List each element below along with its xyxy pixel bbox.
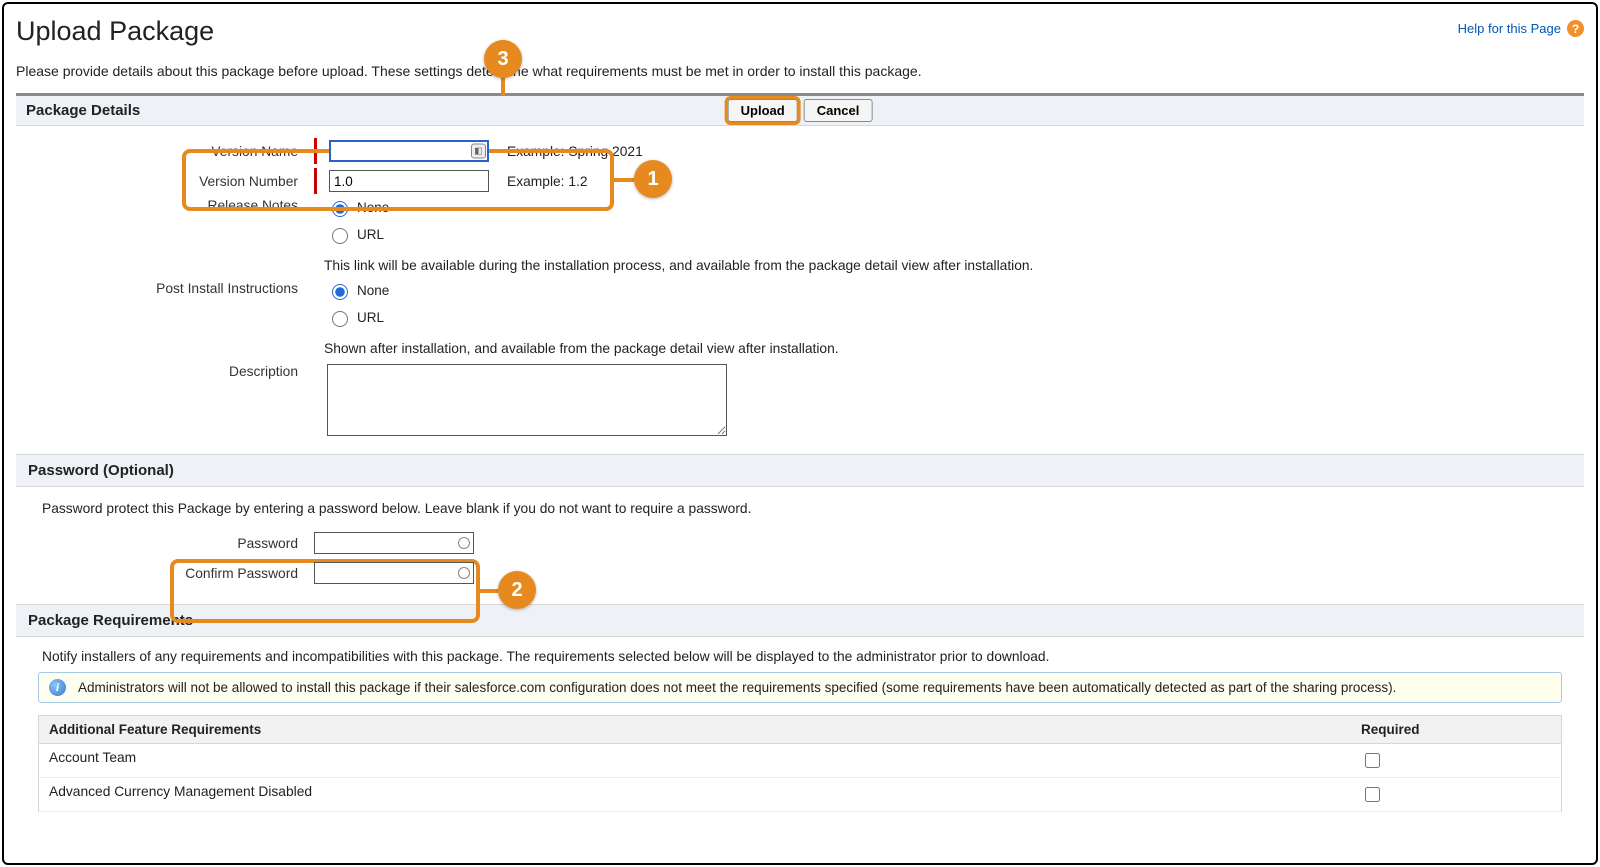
description-textarea[interactable] xyxy=(327,364,727,436)
version-number-input[interactable] xyxy=(329,170,489,192)
post-install-help: Shown after installation, and available … xyxy=(324,331,1566,360)
confirm-password-label: Confirm Password xyxy=(34,566,304,581)
key-icon xyxy=(458,567,470,579)
col-feature: Additional Feature Requirements xyxy=(39,716,1351,743)
required-checkbox[interactable] xyxy=(1365,787,1380,802)
page-intro: Please provide details about this packag… xyxy=(16,63,1584,79)
password-label: Password xyxy=(34,536,304,551)
post-install-none-radio[interactable] xyxy=(332,284,348,300)
info-text: Administrators will not be allowed to in… xyxy=(78,680,1396,695)
post-install-url-radio[interactable] xyxy=(332,311,348,327)
release-notes-none-label: None xyxy=(357,200,389,215)
table-row: Account Team xyxy=(39,744,1561,778)
release-notes-help: This link will be available during the i… xyxy=(324,248,1566,277)
lookup-icon[interactable]: ◧ xyxy=(471,144,486,159)
password-input[interactable] xyxy=(314,532,474,554)
version-name-input[interactable] xyxy=(329,140,489,162)
feature-cell: Account Team xyxy=(39,744,1351,777)
table-row: Advanced Currency Management Disabled xyxy=(39,778,1561,812)
description-label: Description xyxy=(34,364,304,379)
post-install-url-label: URL xyxy=(357,310,384,325)
version-number-label: Version Number xyxy=(34,174,304,189)
col-required: Required xyxy=(1351,716,1561,743)
section-package-details: Package Details Upload Cancel xyxy=(16,96,1584,126)
section-password: Password (Optional) xyxy=(16,454,1584,487)
post-install-none-label: None xyxy=(357,283,389,298)
upload-button[interactable]: Upload xyxy=(728,99,798,122)
requirements-intro: Notify installers of any requirements an… xyxy=(16,637,1584,672)
required-indicator xyxy=(314,168,317,194)
release-notes-label: Release Notes xyxy=(34,198,304,213)
required-checkbox[interactable] xyxy=(1365,753,1380,768)
key-icon xyxy=(458,537,470,549)
version-name-example: Example: Spring 2021 xyxy=(507,144,643,159)
release-notes-url-radio[interactable] xyxy=(332,228,348,244)
confirm-password-input[interactable] xyxy=(314,562,474,584)
post-install-label: Post Install Instructions xyxy=(34,281,304,296)
version-name-label: Version Name xyxy=(34,144,304,159)
release-notes-none-radio[interactable] xyxy=(332,201,348,217)
help-for-page-link[interactable]: Help for this Page xyxy=(1458,21,1561,36)
password-intro: Password protect this Package by enterin… xyxy=(16,487,1584,526)
required-indicator xyxy=(314,138,317,164)
app-frame: 1 2 3 Upload Package Help for this Page … xyxy=(2,2,1598,865)
section-requirements: Package Requirements xyxy=(16,604,1584,637)
help-icon[interactable]: ? xyxy=(1567,20,1584,37)
section-title: Package Details xyxy=(26,102,140,119)
page-title: Upload Package xyxy=(16,16,214,47)
version-number-example: Example: 1.2 xyxy=(507,174,588,189)
info-banner: i Administrators will not be allowed to … xyxy=(38,672,1562,703)
release-notes-url-label: URL xyxy=(357,227,384,242)
requirements-table: Additional Feature Requirements Required… xyxy=(38,715,1562,812)
info-icon: i xyxy=(49,679,66,696)
feature-cell: Advanced Currency Management Disabled xyxy=(39,778,1351,811)
cancel-button[interactable]: Cancel xyxy=(804,99,873,122)
